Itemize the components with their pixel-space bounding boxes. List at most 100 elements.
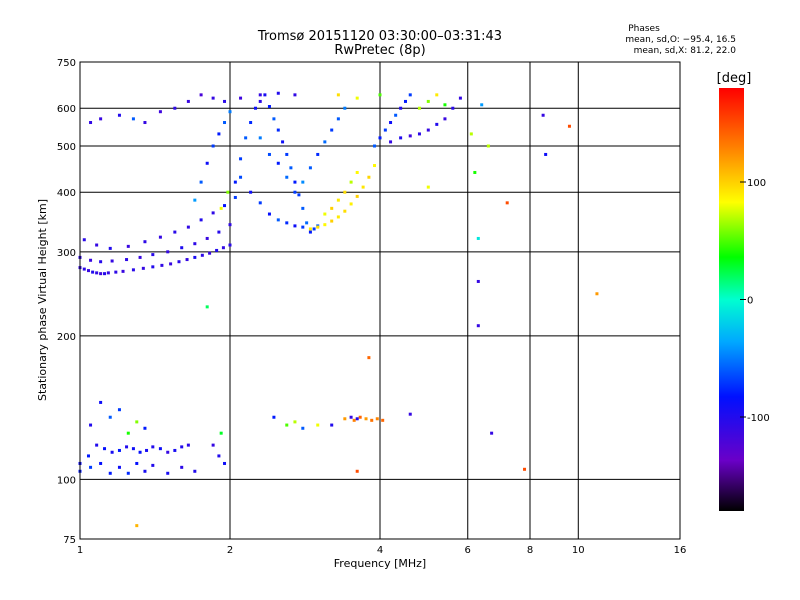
data-point <box>173 106 177 110</box>
data-point <box>99 260 103 264</box>
data-point <box>358 415 362 419</box>
data-point <box>364 417 368 421</box>
data-point <box>349 180 353 184</box>
data-point <box>476 236 480 240</box>
data-point <box>95 271 99 275</box>
data-point <box>215 248 219 252</box>
data-point <box>370 418 374 422</box>
data-point <box>173 230 177 234</box>
data-point <box>505 201 509 205</box>
data-point <box>131 447 135 451</box>
data-point <box>343 209 347 213</box>
data-point <box>82 267 86 271</box>
data-point <box>343 106 347 110</box>
data-point <box>143 426 147 430</box>
data-point <box>121 269 125 273</box>
data-point <box>143 121 147 125</box>
data-point <box>95 243 99 247</box>
data-point <box>486 144 490 148</box>
data-point <box>476 324 480 328</box>
colorbar-ticks: 100 0 -100 <box>740 178 770 424</box>
data-point <box>158 110 162 114</box>
data-point <box>285 152 289 156</box>
data-point <box>544 152 548 156</box>
y-tick-label: 100 <box>57 475 76 486</box>
data-point <box>131 268 135 272</box>
grid-lines <box>80 62 680 539</box>
chart-title: Tromsø 20151120 03:30:00–03:31:43 <box>257 29 502 44</box>
y-tick-label: 75 <box>63 535 76 546</box>
data-point <box>131 117 135 121</box>
y-tick-label: 300 <box>57 248 76 259</box>
data-point <box>223 121 227 125</box>
data-point <box>343 190 347 194</box>
data-point <box>426 99 430 103</box>
data-point <box>138 450 142 454</box>
plot-area: 1 2 4 6 8 10 16 75 100 200 300 400 500 600 750 <box>57 58 686 556</box>
data-point <box>199 218 203 222</box>
data-point <box>367 356 371 360</box>
data-point <box>143 469 147 473</box>
data-point <box>323 212 327 216</box>
data-point <box>117 448 121 452</box>
data-point <box>301 206 305 210</box>
data-point <box>99 461 103 465</box>
data-point <box>417 106 421 110</box>
data-point <box>281 140 285 144</box>
data-point <box>89 465 93 469</box>
data-point <box>308 166 312 170</box>
data-point <box>233 180 237 184</box>
data-point <box>126 471 130 475</box>
data-point <box>336 198 340 202</box>
data-point <box>305 221 309 225</box>
data-point <box>205 305 209 309</box>
data-point <box>469 132 473 136</box>
y-tick-label: 750 <box>57 58 76 69</box>
data-point <box>480 103 484 107</box>
data-point <box>126 431 130 435</box>
data-point <box>199 180 203 184</box>
data-point <box>267 212 271 216</box>
y-tick-label: 400 <box>57 188 76 199</box>
data-point <box>316 423 320 427</box>
data-point <box>99 400 103 404</box>
data-point <box>330 128 334 132</box>
data-point <box>293 224 297 228</box>
data-point <box>89 423 93 427</box>
x-tick-label: 2 <box>227 545 233 556</box>
data-point <box>541 113 545 117</box>
data-point <box>389 140 393 144</box>
data-point <box>285 221 289 225</box>
data-point <box>219 431 223 435</box>
data-point <box>185 258 189 262</box>
data-point <box>205 236 209 240</box>
data-point <box>490 431 494 435</box>
data-points <box>78 91 599 528</box>
data-point <box>103 447 107 451</box>
data-point <box>389 121 393 125</box>
data-point <box>86 454 90 458</box>
data-point <box>249 190 253 194</box>
data-point <box>399 106 403 110</box>
data-point <box>228 223 232 227</box>
data-point <box>158 235 162 239</box>
data-point <box>199 93 203 97</box>
data-point <box>173 448 177 452</box>
data-point <box>451 106 455 110</box>
data-point <box>186 443 190 447</box>
data-point <box>408 412 412 416</box>
y-tick-label: 600 <box>57 104 76 115</box>
plot-frame <box>79 61 681 540</box>
data-point <box>110 259 114 263</box>
data-point <box>177 260 181 264</box>
data-point <box>141 266 145 270</box>
x-tick-label: 6 <box>465 545 471 556</box>
data-point <box>355 96 359 100</box>
data-point <box>186 99 190 103</box>
data-point <box>151 253 155 257</box>
data-point <box>435 122 439 126</box>
stats-line-x: mean, sd,X: 81.2, 22.0 <box>634 46 737 56</box>
data-point <box>293 190 297 194</box>
data-point <box>258 93 262 97</box>
data-point <box>276 218 280 222</box>
